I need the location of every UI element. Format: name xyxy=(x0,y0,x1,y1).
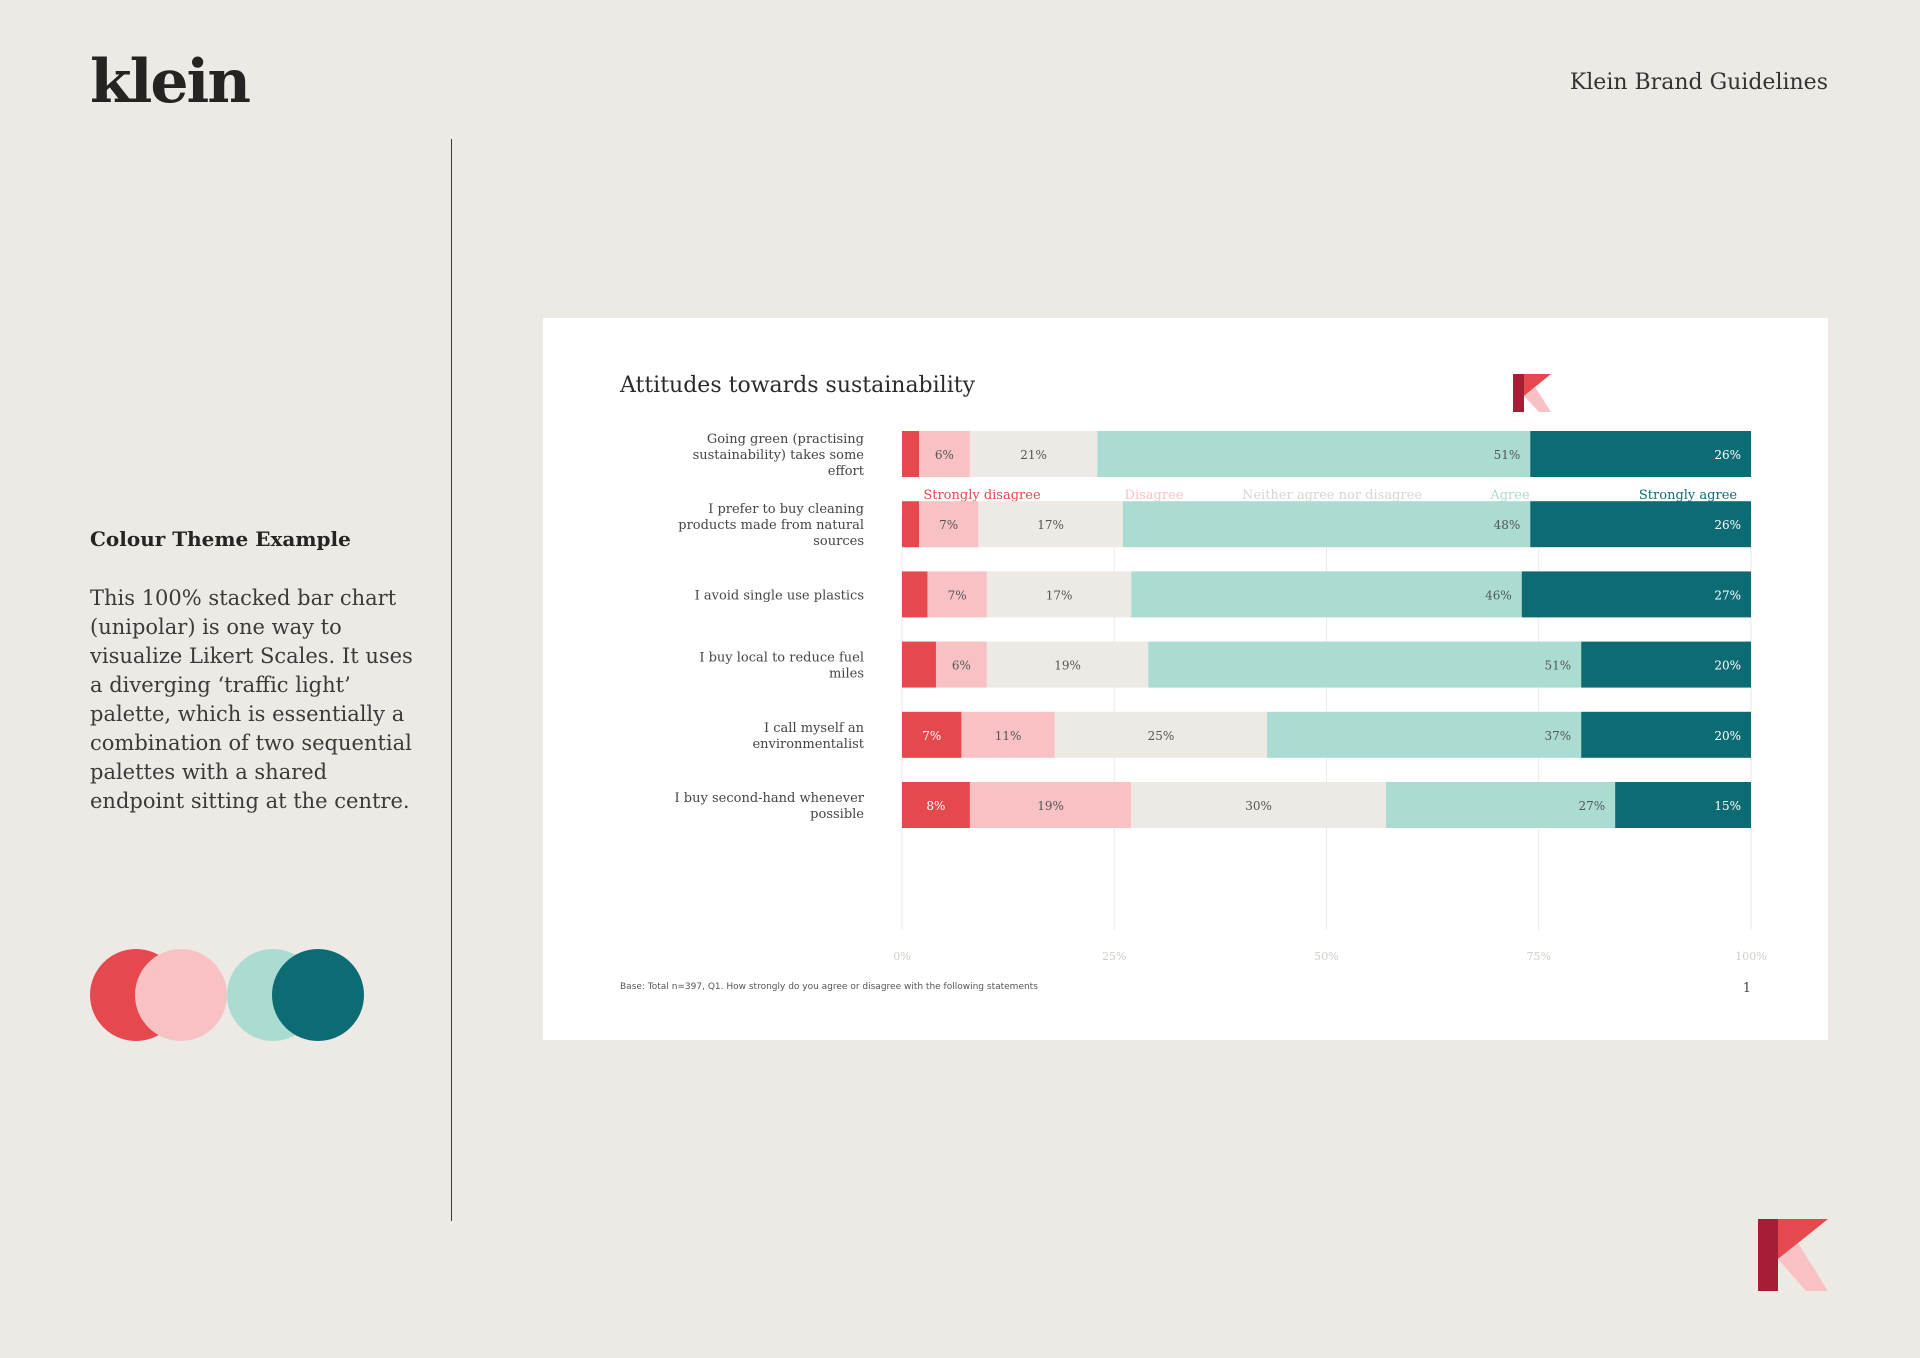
k-logo-icon-footer xyxy=(1758,1219,1828,1291)
x-tick-label: 75% xyxy=(1527,950,1551,963)
data-label: 48% xyxy=(1494,518,1521,532)
chart-card: Attitudes towards sustainability Strongl… xyxy=(543,318,1828,1040)
legend-item: Disagree xyxy=(1125,488,1184,503)
legend-item: Neither agree nor disagree xyxy=(1242,488,1422,503)
bar-segment xyxy=(986,571,1132,618)
bar-segment xyxy=(1097,431,1531,477)
category-label: I call myself an environmentalist xyxy=(752,721,864,752)
data-label: 30% xyxy=(1245,799,1272,813)
data-label: 19% xyxy=(1054,659,1081,673)
bar-segment xyxy=(1385,782,1616,828)
category-label: Going green (practising sustainability) t… xyxy=(693,432,865,479)
legend-item: Agree xyxy=(1489,488,1530,503)
k-logo-icon xyxy=(1513,374,1551,412)
bar-segment xyxy=(902,711,962,758)
bar-segment xyxy=(1131,571,1522,618)
bar-segment xyxy=(961,711,1055,758)
category-label: I buy local to reduce fuel miles xyxy=(699,651,864,682)
category-label: I avoid single use plastics xyxy=(695,588,864,603)
x-tick-label: 0% xyxy=(893,950,910,963)
data-label: 20% xyxy=(1714,729,1741,743)
data-label: 25% xyxy=(1148,729,1175,743)
bar-segment xyxy=(1148,641,1582,688)
legend-item: Strongly agree xyxy=(1639,488,1737,503)
bar-segment xyxy=(1054,711,1268,758)
bar-segment xyxy=(902,571,928,618)
header-title: Klein Brand Guidelines xyxy=(1569,70,1828,95)
data-label: 27% xyxy=(1714,588,1741,602)
page-number: 1 xyxy=(1743,981,1751,996)
data-label: 21% xyxy=(1020,448,1047,462)
bar-segment xyxy=(1122,501,1531,548)
data-label: 26% xyxy=(1714,518,1741,532)
bar-segment xyxy=(918,501,979,548)
x-tick-label: 50% xyxy=(1314,950,1338,963)
data-label: 17% xyxy=(1046,588,1073,602)
bar-segment xyxy=(902,782,970,828)
bar-segment xyxy=(1530,431,1751,477)
data-label: 51% xyxy=(1494,448,1521,462)
bar-segment xyxy=(902,501,919,548)
sidebar-description: This 100% stacked bar chart (unipolar) i… xyxy=(90,586,413,813)
data-label: 46% xyxy=(1485,588,1512,602)
bar-segment xyxy=(986,641,1149,688)
swatch-strongly-agree xyxy=(272,949,364,1041)
bar-segment xyxy=(918,431,970,477)
data-label: 7% xyxy=(922,729,941,743)
category-label: I buy second-hand whenever possible xyxy=(675,791,865,822)
bar-segment xyxy=(1530,501,1751,548)
bar-segment xyxy=(1521,571,1751,618)
data-label: 7% xyxy=(948,588,967,602)
data-label: 6% xyxy=(952,659,971,673)
chart-title: Attitudes towards sustainability xyxy=(619,373,976,398)
x-tick-label: 100% xyxy=(1735,950,1766,963)
bar-segment xyxy=(927,571,987,618)
bar-segment xyxy=(1581,641,1751,688)
vertical-divider xyxy=(451,139,452,1221)
data-label: 26% xyxy=(1714,448,1741,462)
legend-item: Strongly disagree xyxy=(923,488,1041,503)
data-label: 8% xyxy=(926,799,945,813)
klein-wordmark-logo: klein xyxy=(90,47,251,117)
data-label: 37% xyxy=(1545,729,1572,743)
data-label: 11% xyxy=(995,729,1022,743)
bar-segment xyxy=(969,782,1132,828)
data-label: 6% xyxy=(935,448,954,462)
data-label: 51% xyxy=(1545,659,1572,673)
base-note: Base: Total n=397, Q1. How strongly do y… xyxy=(620,982,1038,992)
bar-segment xyxy=(1581,711,1751,758)
bar-segment xyxy=(902,641,936,688)
data-label: 17% xyxy=(1037,518,1064,532)
bar-segment xyxy=(969,431,1098,477)
data-label: 19% xyxy=(1037,799,1064,813)
stacked-bar-chart: Attitudes towards sustainability Strongl… xyxy=(619,373,1767,996)
data-label: 15% xyxy=(1714,799,1741,813)
data-label: 7% xyxy=(939,518,958,532)
bar-segment xyxy=(902,431,919,477)
bar-segment xyxy=(1615,782,1751,828)
category-label: I prefer to buy cleaning products made fr… xyxy=(678,502,864,549)
sidebar-heading: Colour Theme Example xyxy=(90,527,351,551)
data-label: 20% xyxy=(1714,659,1741,673)
bar-segment xyxy=(935,641,987,688)
bar-segment xyxy=(1267,711,1582,758)
bar-segment xyxy=(1131,782,1386,828)
x-tick-label: 25% xyxy=(1102,950,1126,963)
data-label: 27% xyxy=(1578,799,1605,813)
swatch-disagree xyxy=(135,949,227,1041)
palette-swatches xyxy=(90,949,364,1041)
bar-segment xyxy=(978,501,1123,548)
